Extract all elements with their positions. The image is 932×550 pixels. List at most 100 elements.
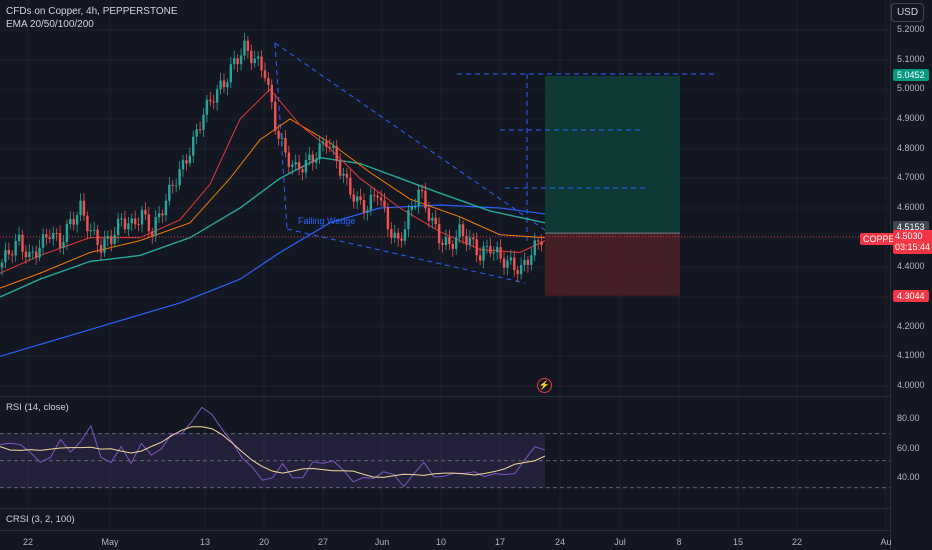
time-tick: Au (880, 537, 892, 547)
candle-body (328, 146, 332, 148)
candle-body (314, 159, 318, 163)
candle-body (113, 234, 116, 244)
wedge-lower-line (286, 228, 526, 284)
candle-body (246, 40, 250, 51)
candle-body (427, 208, 431, 221)
chart-title[interactable]: CFDs on Copper, 4h, PEPPERSTONE (6, 6, 178, 17)
price-tick: 5.2000 (897, 24, 925, 34)
price-tick: 4.9000 (897, 113, 925, 123)
currency-button[interactable]: USD (891, 3, 924, 22)
candle-body (420, 189, 424, 191)
indicator-legend[interactable]: EMA 20/50/100/200 (6, 19, 94, 30)
candle-body (243, 40, 246, 56)
candle-body (123, 218, 127, 230)
candle-body (475, 239, 478, 256)
candle-body (332, 146, 335, 148)
candle-body (0, 262, 4, 268)
candle-body (202, 114, 205, 130)
candle-body (342, 173, 345, 176)
pane-separator-crsi[interactable] (0, 508, 890, 509)
candle-body (359, 196, 362, 201)
candle-body (396, 232, 400, 239)
candle-body (161, 213, 164, 216)
profit-zone (545, 75, 680, 234)
candle-body (239, 55, 243, 65)
candle-body (338, 161, 342, 176)
price-tick: 5.0000 (897, 83, 925, 94)
candle-body (304, 159, 308, 173)
candle-body (489, 245, 492, 254)
time-tick: 8 (676, 537, 682, 547)
candle-body (140, 209, 144, 225)
candle-body (294, 162, 297, 165)
rsi-label[interactable]: RSI (14, close) (6, 402, 69, 413)
candle-body (260, 56, 263, 71)
time-tick: 10 (435, 537, 447, 547)
candle-body (274, 101, 277, 131)
candle-body (65, 224, 69, 243)
price-tick: 5.1000 (897, 53, 925, 64)
candle-body (277, 130, 280, 139)
rsi-axis-40: 40.00 (897, 472, 920, 482)
candle-body (205, 99, 209, 115)
candle-body (236, 58, 239, 65)
candle-body (198, 129, 202, 131)
candle-body (424, 190, 427, 209)
candle-body (444, 237, 448, 245)
candle-body (458, 224, 461, 238)
crsi-label[interactable]: CRSI (3, 2, 100) (6, 514, 75, 525)
price-tick: 4.7000 (897, 172, 925, 183)
current-price-label: 4.5030 03:15:44 (893, 230, 932, 254)
candle-body (48, 237, 52, 239)
candle-body (69, 218, 72, 225)
candle-body (308, 154, 311, 160)
candle-body (362, 200, 366, 213)
time-tick: 27 (317, 537, 329, 547)
candle-body (390, 229, 393, 238)
time-tick: Jul (614, 537, 626, 547)
pane-separator-rsi[interactable] (0, 396, 890, 397)
candle-body (345, 173, 349, 178)
candle-body (96, 229, 99, 246)
candle-body (72, 218, 75, 225)
candle-body (270, 84, 273, 102)
candle-body (55, 233, 58, 235)
candle-body (226, 82, 229, 88)
candle-body (130, 218, 133, 224)
time-tick: 15 (732, 537, 744, 547)
rsi-axis-60: 60.00 (897, 443, 920, 453)
candle-body (540, 241, 543, 246)
candle-body (451, 244, 454, 249)
time-tick: 22 (22, 537, 34, 547)
candle-body (366, 210, 369, 213)
candle-body (137, 224, 140, 226)
candle-body (335, 146, 338, 162)
candle-body (373, 194, 376, 196)
candle-body (410, 206, 414, 210)
candle-body (441, 243, 444, 245)
flash-icon[interactable]: ⚡ (537, 378, 552, 393)
candle-body (403, 229, 407, 241)
candle-body (437, 224, 441, 244)
time-tick: 13 (199, 537, 211, 547)
candle-body (215, 89, 219, 103)
candle-body (468, 237, 472, 245)
price-tick: 4.0000 (897, 380, 925, 390)
candle-body (31, 251, 34, 253)
candle-body (502, 258, 506, 268)
price-tick: 4.6000 (897, 202, 925, 212)
time-tick: 17 (494, 537, 506, 547)
candle-body (495, 247, 499, 253)
candle-body (17, 234, 21, 241)
candle-body (280, 137, 284, 139)
wedge-left-line (274, 42, 288, 230)
candle-body (219, 80, 222, 90)
candle-body (379, 197, 383, 201)
price-axis-border (890, 0, 891, 550)
candle-body (24, 251, 28, 258)
candle-body (174, 185, 178, 187)
candle-body (99, 245, 103, 253)
candle-body (103, 238, 106, 253)
candle-body (185, 160, 188, 164)
